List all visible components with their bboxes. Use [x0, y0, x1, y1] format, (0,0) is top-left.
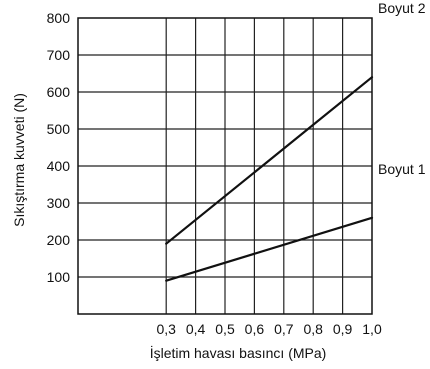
y-tick-label: 300: [47, 195, 71, 211]
series-line-boyut-1: [165, 216, 374, 282]
x-tick-label: 0,4: [186, 321, 206, 337]
x-tick-label: 0,7: [274, 321, 294, 337]
y-tick-label: 600: [47, 84, 71, 100]
y-tick-label: 500: [47, 121, 71, 137]
x-tick-label: 0,8: [303, 321, 323, 337]
y-tick-labels: 100 200 300 400 500 600 700 800: [47, 10, 71, 285]
y-tick-label: 800: [47, 10, 71, 26]
series-lines: [165, 76, 374, 282]
x-tick-label: 0,5: [215, 321, 235, 337]
y-tick-label: 400: [47, 158, 71, 174]
series-label-boyut-2: Boyut 2: [378, 0, 426, 16]
x-tick-labels: 0,3 0,4 0,5 0,6 0,7 0,8 0,9 1,0: [156, 321, 381, 337]
y-tick-label: 200: [47, 232, 71, 248]
x-tick-label: 0,6: [245, 321, 265, 337]
y-tick-label: 700: [47, 47, 71, 63]
y-axis-title: Sıkıştırma kuvveti (N): [11, 93, 27, 227]
x-tick-label: 1,0: [362, 321, 382, 337]
y-tick-label: 100: [47, 269, 71, 285]
grid: [78, 18, 372, 314]
x-tick-label: 0,9: [333, 321, 353, 337]
plot-frame: [77, 17, 373, 315]
x-axis-title: İşletim havası basıncı (MPa): [150, 344, 327, 361]
series-labels: Boyut 2 Boyut 1: [378, 0, 426, 177]
x-tick-label: 0,3: [156, 321, 176, 337]
series-line-boyut-2: [165, 76, 374, 245]
plot-border: [77, 17, 373, 315]
series-label-boyut-1: Boyut 1: [378, 161, 426, 177]
